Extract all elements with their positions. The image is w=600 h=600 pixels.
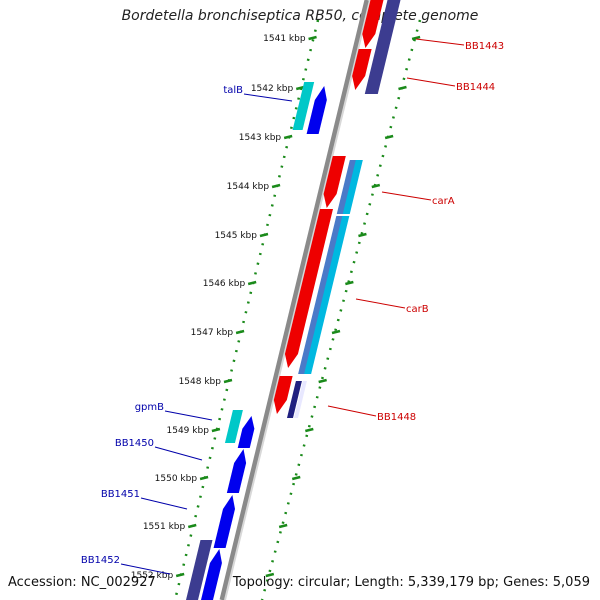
reverse-gene-label: BB1443	[465, 41, 504, 52]
tick-mark	[283, 134, 293, 140]
kbp-label: 1545 kbp	[215, 231, 258, 241]
feature-carA-cds2	[342, 160, 363, 214]
tick-mark	[371, 183, 381, 189]
tick-mark	[247, 280, 257, 286]
kbp-label: 1543 kbp	[239, 133, 282, 143]
label-connector	[327, 405, 377, 417]
kbp-label: 1542 kbp	[251, 84, 294, 94]
feature-labels: talB gpmB BB1450 BB1451 BB1452 BB1443 BB1444 ca…	[81, 38, 504, 575]
feature-carB-cds	[298, 216, 344, 374]
forward-gene-label: talB	[223, 85, 243, 96]
feature-BB1451	[213, 495, 235, 548]
tick-mark	[278, 523, 288, 529]
tick-mark	[211, 427, 221, 433]
reverse-gene-label: carA	[432, 196, 455, 207]
feature-BB1452-cds	[186, 540, 213, 600]
kbp-label: 1541 kbp	[263, 34, 306, 44]
feature-BB1450	[226, 449, 247, 493]
accession-text: Accession: NC_002927	[8, 575, 156, 590]
label-connector	[415, 38, 465, 46]
tick-mark	[235, 329, 245, 335]
label-connector	[120, 563, 171, 575]
outer-rail	[260, 19, 422, 600]
kbp-label: 1548 kbp	[179, 377, 222, 387]
feature-gpmB	[224, 410, 243, 443]
feature-BB1444	[352, 49, 372, 90]
tick-mark	[345, 280, 354, 286]
feature-carB	[284, 209, 333, 368]
label-connector	[381, 191, 432, 201]
label-connector	[406, 77, 456, 87]
kbp-label: 1547 kbp	[191, 328, 234, 338]
reverse-gene-label: BB1444	[456, 82, 495, 93]
label-connector	[164, 410, 213, 421]
tick-mark	[318, 378, 327, 384]
features	[186, 0, 401, 600]
tick-mark	[271, 183, 281, 189]
feature-talB	[292, 82, 315, 130]
feature-carB-cds2	[304, 216, 350, 374]
feature-carA-cds	[336, 160, 357, 214]
label-connector	[154, 446, 203, 461]
tick-mark	[175, 572, 185, 578]
tick-mark	[259, 232, 269, 238]
label-connector	[355, 298, 406, 309]
forward-gene-label: gpmB	[135, 402, 164, 413]
kbp-label: 1544 kbp	[227, 182, 270, 192]
feature-BB1452	[201, 549, 222, 600]
tick-mark	[358, 232, 367, 238]
kbp-label: 1550 kbp	[155, 474, 198, 484]
kbp-label: 1546 kbp	[203, 279, 246, 289]
tick-marks: 1541 kbp 1542 kbp 1543 kbp 1544 kbp 1545 kbp…	[131, 34, 421, 581]
kbp-label: 1549 kbp	[167, 426, 210, 436]
feature-talB-gene	[306, 86, 327, 134]
reverse-gene-label: BB1448	[377, 412, 416, 423]
label-connector	[140, 497, 188, 510]
feature-BB1448-cds	[286, 381, 302, 418]
tick-mark	[291, 475, 301, 481]
feature-BB1444-cds	[364, 0, 401, 94]
forward-gene-label: BB1450	[115, 438, 154, 449]
topology-text: Topology: circular; Length: 5,339,179 bp…	[232, 575, 590, 590]
tick-mark	[384, 134, 394, 140]
tick-mark	[331, 329, 341, 335]
tick-mark	[305, 427, 314, 433]
feature-BB1443	[362, 0, 384, 48]
tick-mark	[411, 35, 421, 41]
tick-mark	[265, 572, 275, 578]
feature-BB1448	[273, 376, 293, 414]
reverse-gene-label: carB	[406, 304, 429, 315]
feature-BB1448-cds2	[293, 381, 307, 418]
feature-carA	[323, 156, 346, 208]
feature-gpmB-gene	[237, 416, 255, 448]
tick-mark	[398, 85, 407, 91]
tick-mark	[199, 475, 209, 481]
tick-mark	[187, 523, 197, 529]
forward-gene-label: BB1452	[81, 555, 120, 566]
tick-mark	[308, 35, 317, 41]
label-connector	[243, 93, 293, 102]
backbone	[219, 0, 371, 600]
kbp-label: 1551 kbp	[143, 522, 186, 532]
kbp-label: 1552 kbp	[131, 571, 174, 581]
forward-gene-label: BB1451	[101, 489, 140, 500]
tick-mark	[223, 378, 233, 384]
